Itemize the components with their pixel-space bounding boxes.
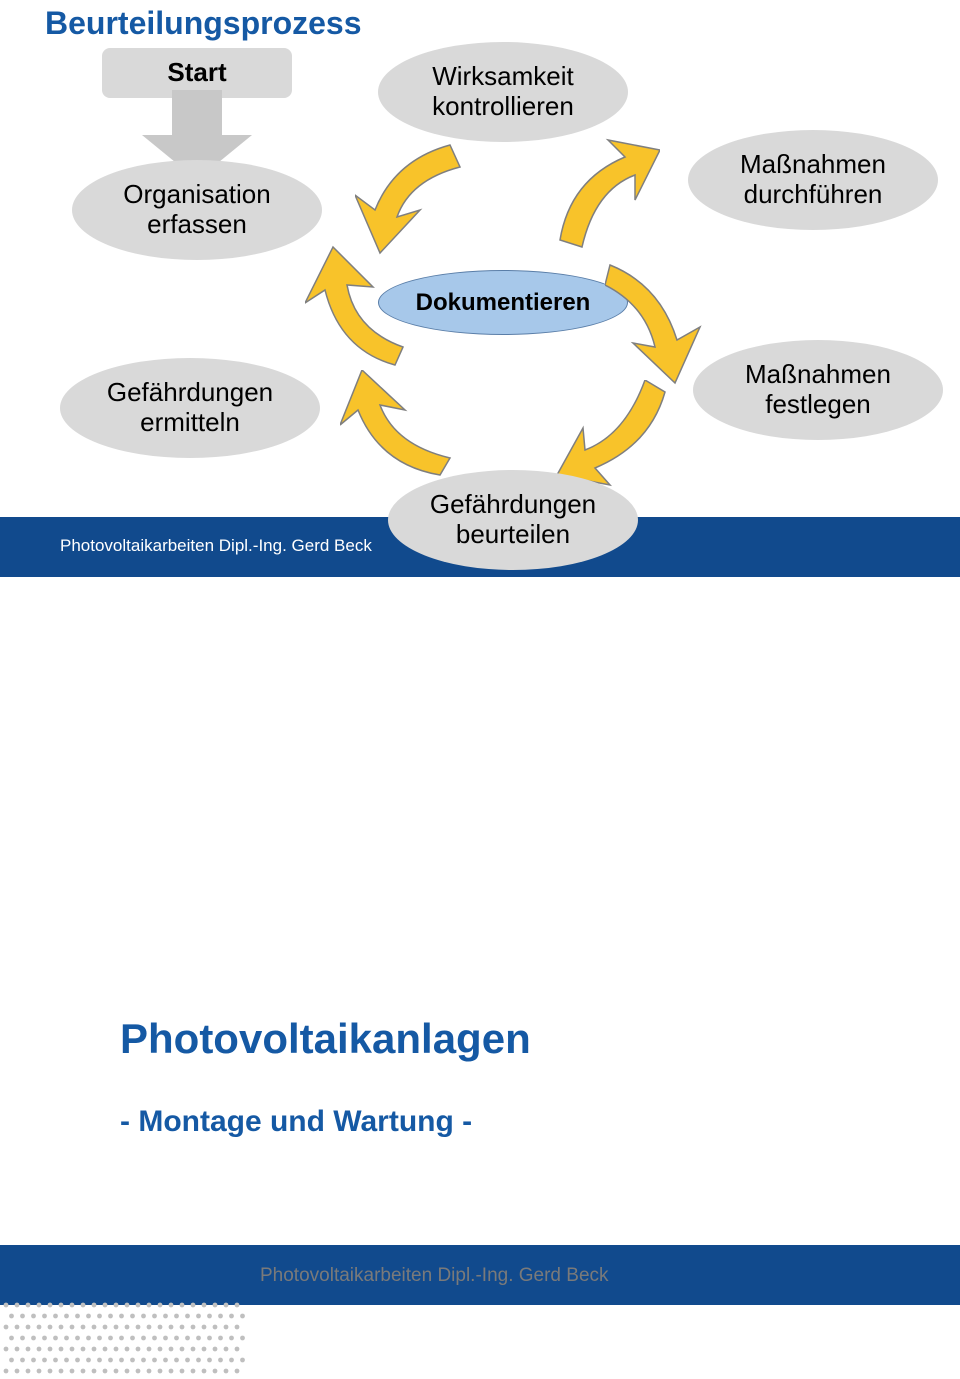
cycle-arrow-2 xyxy=(540,135,660,255)
node-gefaehrdungen-ermitteln: Gefährdungen ermitteln xyxy=(60,358,320,458)
dot-pattern xyxy=(0,1299,245,1379)
slide-title-page: Photovoltaikanlagen - Montage und Wartun… xyxy=(0,690,960,1379)
cycle-arrow-1 xyxy=(355,135,475,255)
slide2-subtitle: - Montage und Wartung - xyxy=(120,1105,472,1139)
cycle-arrow-4 xyxy=(555,380,675,490)
node-gefaehrdungen-beurteilen-label: Gefährdungen beurteilen xyxy=(430,490,596,550)
slide-process-diagram: Beurteilungsprozess Start Organisation e… xyxy=(0,0,960,690)
slide2-footer-text: Photovoltaikarbeiten Dipl.-Ing. Gerd Bec… xyxy=(260,1265,609,1287)
node-massnahmen-festlegen-label: Maßnahmen festlegen xyxy=(745,360,891,420)
node-wirksamkeit-label: Wirksamkeit kontrollieren xyxy=(432,62,574,122)
node-wirksamkeit: Wirksamkeit kontrollieren xyxy=(378,42,628,142)
cycle-arrow-3 xyxy=(605,255,715,385)
slide2-title: Photovoltaikanlagen xyxy=(120,1015,531,1063)
slide1-title: Beurteilungsprozess xyxy=(45,5,362,42)
node-massnahmen-durchfuehren: Maßnahmen durchführen xyxy=(688,130,938,230)
node-massnahmen-durchfuehren-label: Maßnahmen durchführen xyxy=(740,150,886,210)
node-organisation-label: Organisation erfassen xyxy=(123,180,270,240)
slide1-footer-text: Photovoltaikarbeiten Dipl.-Ing. Gerd Bec… xyxy=(60,536,372,556)
node-start-label: Start xyxy=(167,58,226,88)
node-organisation: Organisation erfassen xyxy=(72,160,322,260)
node-gefaehrdungen-beurteilen: Gefährdungen beurteilen xyxy=(388,470,638,570)
node-dokumentieren-label: Dokumentieren xyxy=(416,289,591,317)
node-massnahmen-festlegen: Maßnahmen festlegen xyxy=(693,340,943,440)
cycle-arrow-6 xyxy=(305,245,405,375)
node-dokumentieren: Dokumentieren xyxy=(378,270,628,335)
cycle-arrow-5 xyxy=(340,370,460,485)
node-gefaehrdungen-ermitteln-label: Gefährdungen ermitteln xyxy=(107,378,273,438)
